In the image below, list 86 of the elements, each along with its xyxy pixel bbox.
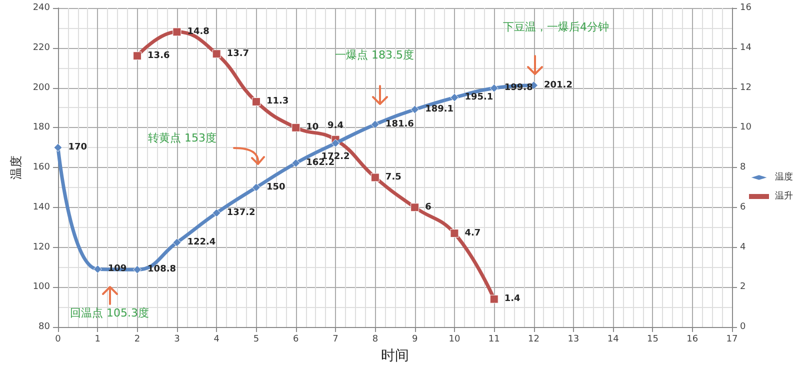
annotation: 一爆点 183.5度 bbox=[335, 48, 414, 62]
annotation: 下豆温，一爆后4分钟 bbox=[503, 20, 609, 34]
y2-tick-label: 12 bbox=[740, 82, 752, 93]
y2-tick-label: 0 bbox=[740, 322, 746, 332]
data-label: 13.6 bbox=[148, 50, 170, 61]
point bbox=[252, 183, 260, 192]
y2-tick-label: 6 bbox=[740, 202, 746, 212]
data-label: 10 bbox=[306, 122, 319, 133]
y2-tick-label: 16 bbox=[740, 3, 752, 13]
data-label: 122.4 bbox=[187, 237, 216, 248]
y2-tick-label: 10 bbox=[740, 122, 752, 133]
data-label: 150 bbox=[266, 182, 286, 192]
x-tick-label: 1 bbox=[94, 334, 101, 344]
data-label: 9.4 bbox=[328, 120, 344, 131]
y-tick-label: 200 bbox=[32, 82, 50, 93]
data-label: 4.7 bbox=[464, 228, 481, 238]
x-tick-label: 11 bbox=[488, 334, 500, 344]
point bbox=[292, 123, 300, 132]
data-label: 11.3 bbox=[266, 96, 289, 107]
x-tick-label: 3 bbox=[174, 334, 180, 344]
point bbox=[93, 264, 102, 274]
data-label: 1.4 bbox=[504, 294, 520, 304]
point bbox=[370, 173, 380, 182]
x-tick-label: 2 bbox=[134, 334, 140, 344]
y-tick-label: 100 bbox=[32, 282, 50, 292]
x-tick-label: 17 bbox=[726, 334, 738, 344]
y-tick-label: 240 bbox=[32, 3, 50, 13]
point bbox=[212, 50, 221, 58]
point bbox=[490, 84, 498, 92]
data-label: 170 bbox=[68, 142, 88, 153]
x-tick-label: 7 bbox=[332, 334, 338, 344]
y2-tick-label: 14 bbox=[740, 42, 752, 53]
x-tick-label: 9 bbox=[412, 334, 418, 344]
point bbox=[410, 105, 420, 114]
x-axis-title: 时间 bbox=[381, 348, 409, 364]
y-tick-label: 160 bbox=[32, 162, 50, 172]
data-label: 162.2 bbox=[306, 158, 335, 168]
point bbox=[331, 138, 340, 148]
y-axis-title: 温度 bbox=[8, 156, 23, 180]
point bbox=[292, 158, 300, 168]
legend-label: 温度 bbox=[775, 172, 793, 182]
x-tick-label: 5 bbox=[253, 334, 260, 344]
x-tick-label: 14 bbox=[607, 334, 620, 344]
y2-tick-label: 2 bbox=[740, 282, 746, 292]
point bbox=[450, 93, 459, 102]
x-tick-label: 15 bbox=[646, 334, 658, 344]
x-tick-label: 13 bbox=[568, 334, 580, 344]
data-label: 6 bbox=[425, 202, 432, 212]
y-tick-label: 140 bbox=[32, 202, 50, 212]
point bbox=[172, 28, 182, 36]
data-label: 13.7 bbox=[226, 48, 250, 59]
data-label: 199.8 bbox=[504, 83, 533, 94]
data-label: 14.8 bbox=[187, 26, 210, 37]
x-tick-label: 4 bbox=[214, 334, 220, 344]
x-tick-label: 8 bbox=[372, 334, 378, 344]
y-tick-label: 120 bbox=[32, 242, 50, 252]
legend-label: 温升 bbox=[775, 190, 793, 202]
x-tick-label: 6 bbox=[293, 334, 300, 344]
data-label: 7.5 bbox=[385, 172, 402, 182]
data-label: 137.2 bbox=[226, 208, 256, 218]
point bbox=[370, 120, 380, 129]
x-tick-label: 0 bbox=[55, 334, 62, 344]
point bbox=[54, 143, 62, 152]
point bbox=[490, 294, 498, 304]
point bbox=[172, 238, 182, 247]
point bbox=[133, 265, 142, 274]
annotation: 转黄点 153度 bbox=[148, 132, 216, 144]
y-tick-label: 80 bbox=[38, 322, 50, 332]
x-tick-label: 10 bbox=[448, 334, 460, 344]
point bbox=[133, 52, 142, 60]
data-label: 181.6 bbox=[385, 119, 414, 130]
x-tick-label: 16 bbox=[686, 334, 698, 344]
y-tick-label: 220 bbox=[32, 42, 50, 53]
data-label: 189.1 bbox=[425, 104, 454, 114]
annotation: 回温点 105.3度 bbox=[70, 306, 149, 320]
data-label: 201.2 bbox=[544, 80, 572, 90]
y2-tick-label: 4 bbox=[740, 242, 746, 252]
x-tick-label: 12 bbox=[528, 334, 540, 344]
point bbox=[410, 203, 420, 212]
point bbox=[450, 229, 459, 238]
data-label: 195.1 bbox=[464, 92, 494, 103]
y-tick-label: 180 bbox=[32, 122, 50, 133]
y2-tick-label: 8 bbox=[740, 162, 746, 172]
point bbox=[212, 208, 221, 218]
point bbox=[252, 97, 260, 106]
data-label: 108.8 bbox=[148, 264, 176, 275]
